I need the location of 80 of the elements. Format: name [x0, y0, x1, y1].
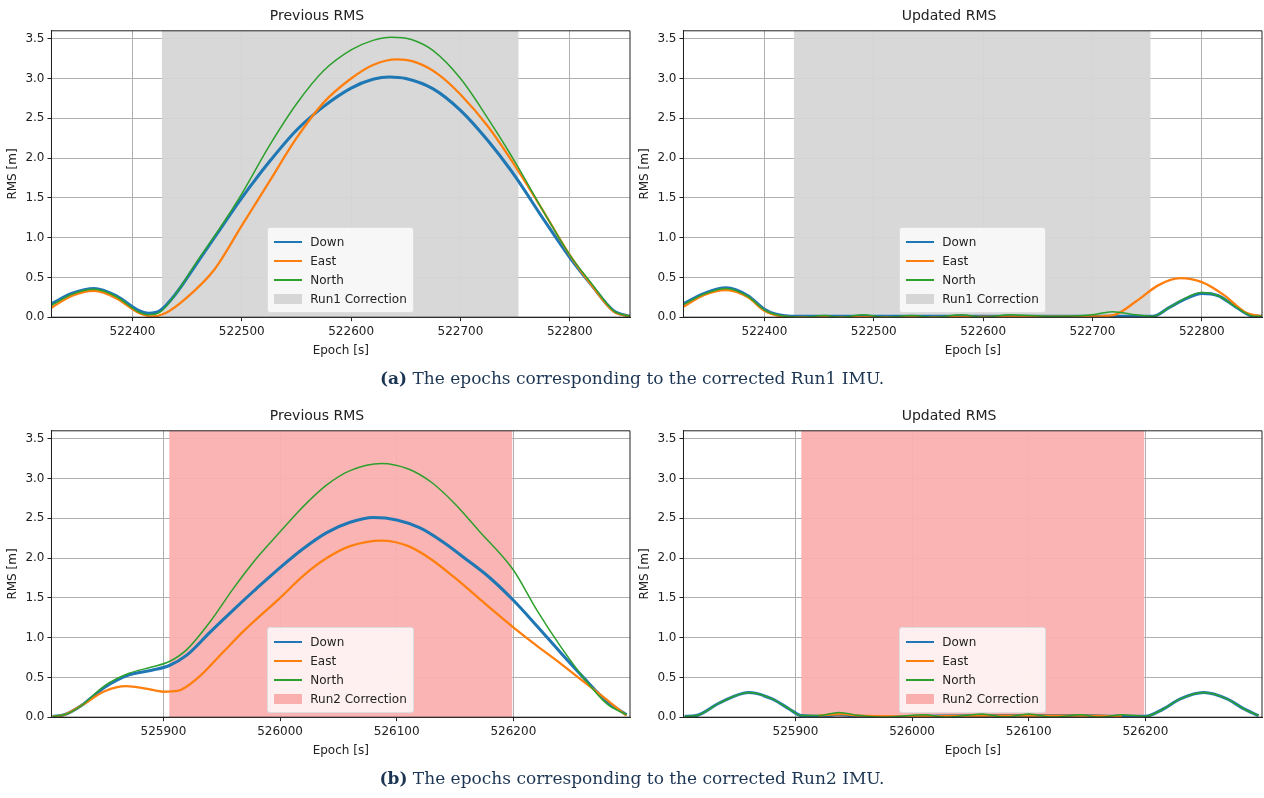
- legend-label: East: [310, 253, 337, 268]
- y-tick-label: 0.0: [25, 709, 45, 724]
- x-tick-label: 526200: [1122, 723, 1169, 738]
- band-label: Run1 Correction: [310, 291, 407, 306]
- y-tick-label: 1.5: [657, 189, 677, 204]
- legend-label: Down: [310, 634, 345, 649]
- y-tick-label: 1.0: [25, 229, 45, 244]
- x-tick-label: 525900: [140, 723, 187, 738]
- legend-label: East: [942, 653, 969, 668]
- x-tick-label: 522800: [546, 323, 593, 338]
- band-label: Run2 Correction: [942, 691, 1039, 706]
- x-tick-label: 526000: [889, 723, 935, 738]
- x-tick-label: 526100: [1005, 723, 1052, 738]
- y-tick-label: 3.0: [657, 70, 677, 85]
- y-tick-label: 1.0: [657, 629, 677, 644]
- y-axis-title: RMS [m]: [5, 148, 20, 200]
- y-tick-label: 0.5: [657, 669, 677, 684]
- x-tick-label: 522600: [328, 323, 375, 338]
- y-tick-label: 2.0: [657, 550, 677, 565]
- y-tick-label: 3.5: [657, 30, 677, 45]
- chart-title: Previous RMS: [269, 407, 365, 424]
- y-axis-title: RMS [m]: [637, 548, 652, 600]
- legend-label: North: [310, 272, 344, 287]
- x-tick-label: 522500: [850, 323, 897, 338]
- text: (b) The epochs corresponding to the corrected Run2 IMU.: [378, 768, 886, 788]
- x-tick-label: 526000: [257, 723, 303, 738]
- x-axis-title: Epoch [s]: [312, 342, 369, 357]
- y-tick-label: 2.0: [25, 150, 45, 165]
- legend-label: East: [310, 653, 337, 668]
- y-tick-label: 2.5: [25, 110, 45, 125]
- y-tick-label: 1.0: [657, 229, 677, 244]
- y-tick-label: 3.0: [657, 470, 677, 485]
- legend-label: East: [942, 253, 969, 268]
- y-tick-label: 3.5: [25, 30, 45, 45]
- x-tick-label: 525900: [772, 723, 819, 738]
- y-tick-label: 0.5: [25, 269, 45, 284]
- y-tick-label: 1.0: [25, 629, 45, 644]
- chart-title: Updated RMS: [901, 407, 997, 424]
- y-tick-label: 2.5: [25, 510, 45, 525]
- y-tick-label: 0.5: [657, 269, 677, 284]
- legend-label: Down: [942, 634, 977, 649]
- y-tick-label: 3.0: [25, 70, 45, 85]
- x-tick-label: 522400: [109, 323, 156, 338]
- y-tick-label: 0.0: [25, 309, 45, 324]
- text: (a) The epochs corresponding to the corrected Run1 IMU.: [378, 368, 886, 388]
- x-tick-label: 522700: [1069, 323, 1116, 338]
- y-tick-label: 2.5: [657, 510, 677, 525]
- y-tick-label: 1.5: [657, 589, 677, 604]
- y-tick-label: 0.0: [657, 709, 677, 724]
- y-axis-title: RMS [m]: [5, 548, 20, 600]
- x-tick-label: 526200: [490, 723, 537, 738]
- y-tick-label: 3.5: [25, 430, 45, 445]
- legend-label: North: [942, 672, 976, 687]
- x-tick-label: 522400: [741, 323, 788, 338]
- band-label: Run1 Correction: [942, 291, 1039, 306]
- legend-label: Down: [942, 234, 977, 249]
- chart-title: Previous RMS: [269, 7, 365, 24]
- x-axis-title: Epoch [s]: [312, 742, 369, 757]
- y-tick-label: 2.0: [657, 150, 677, 165]
- y-tick-label: 0.0: [657, 309, 677, 324]
- y-tick-label: 2.5: [657, 110, 677, 125]
- y-tick-label: 3.5: [657, 430, 677, 445]
- x-tick-label: 522500: [218, 323, 265, 338]
- y-tick-label: 2.0: [25, 550, 45, 565]
- y-tick-label: 3.0: [25, 470, 45, 485]
- x-tick-label: 522700: [437, 323, 484, 338]
- y-axis-title: RMS [m]: [637, 148, 652, 200]
- y-tick-label: 1.5: [25, 189, 45, 204]
- chart-title: Updated RMS: [901, 7, 997, 24]
- band-label: Run2 Correction: [310, 691, 407, 706]
- x-tick-label: 522600: [960, 323, 1007, 338]
- legend-label: North: [310, 672, 344, 687]
- y-tick-label: 1.5: [25, 589, 45, 604]
- x-tick-label: 522800: [1178, 323, 1225, 338]
- x-tick-label: 526100: [373, 723, 420, 738]
- legend-label: North: [942, 272, 976, 287]
- x-axis-title: Epoch [s]: [944, 342, 1001, 357]
- x-axis-title: Epoch [s]: [944, 742, 1001, 757]
- y-tick-label: 0.5: [25, 669, 45, 684]
- legend-label: Down: [310, 234, 345, 249]
